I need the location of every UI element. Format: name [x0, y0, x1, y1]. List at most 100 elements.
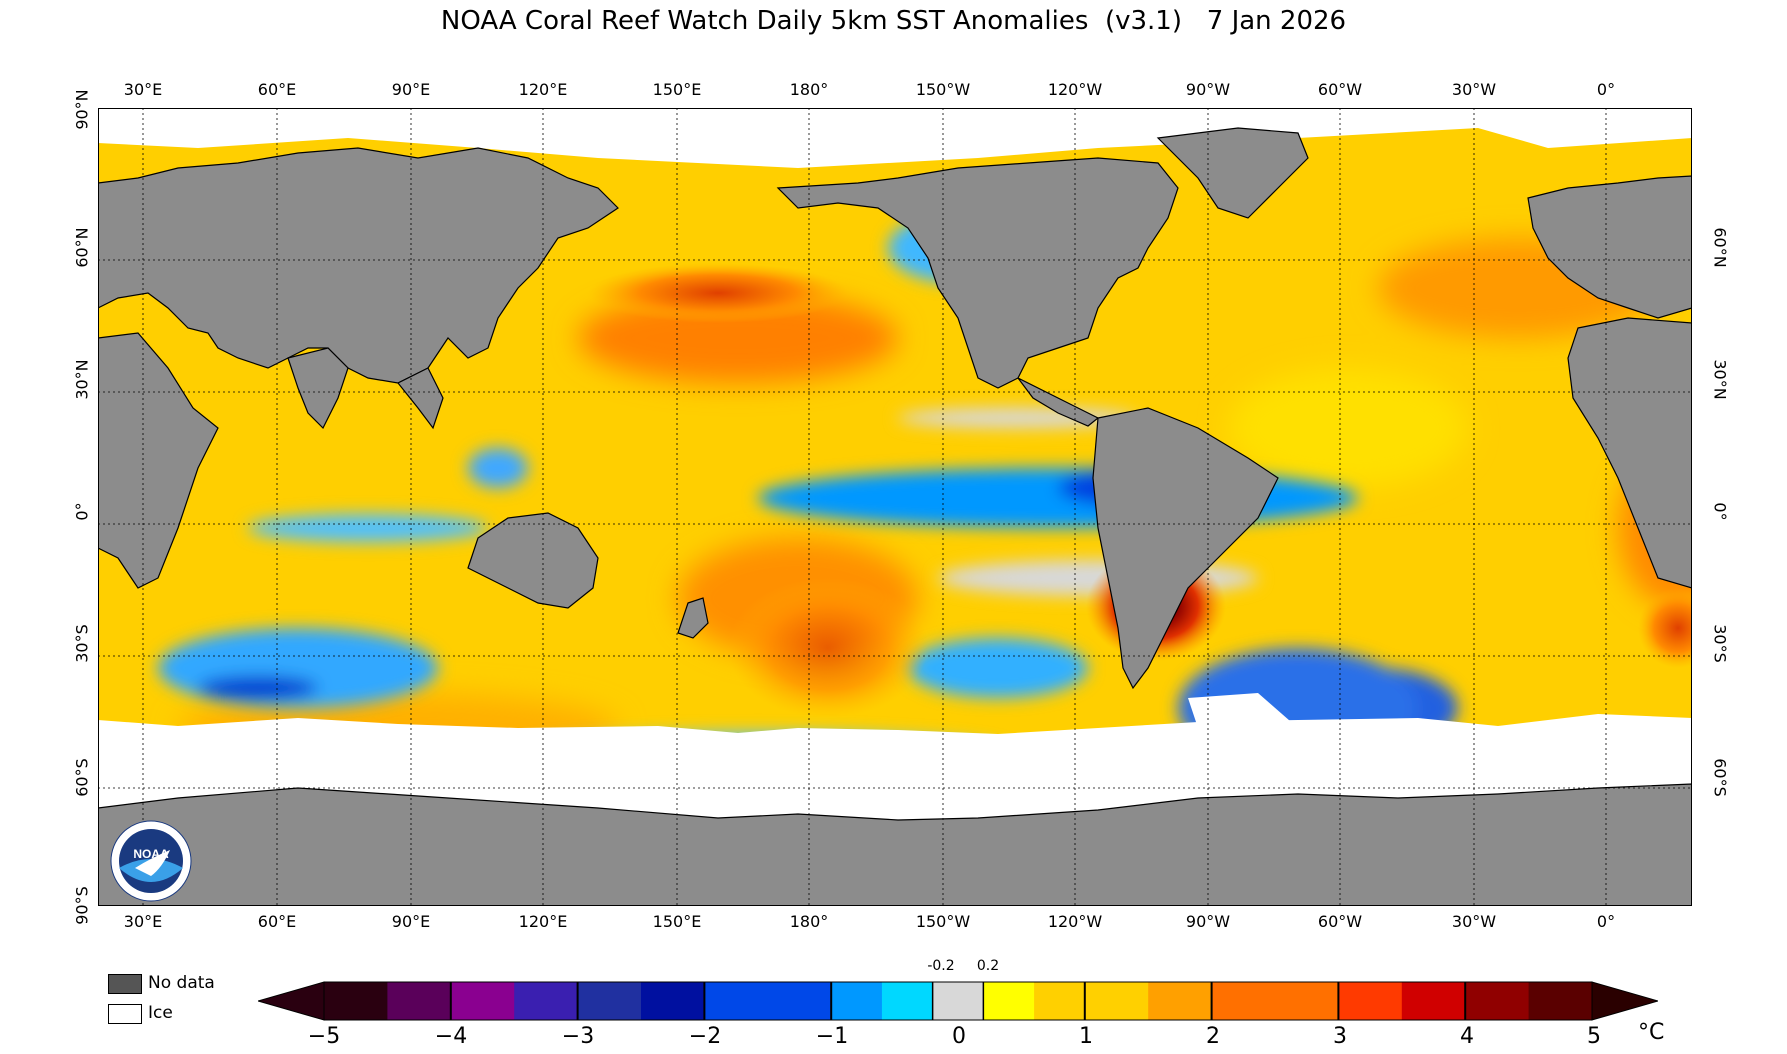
- land-europe: [1527, 175, 1692, 319]
- colorbar-cell: [881, 982, 934, 1020]
- land-eurasia: [98, 147, 619, 384]
- colorbar: [258, 981, 1658, 1021]
- land-central-america: [1017, 377, 1100, 427]
- colorbar-unit: °C: [1638, 1020, 1665, 1045]
- lon-label-top: 150°E: [652, 80, 702, 99]
- lon-label-bottom: 150°W: [915, 912, 971, 931]
- land-masses: [98, 127, 1692, 906]
- colorbar-cell: [1465, 982, 1530, 1020]
- lon-label-bottom: 90°W: [1185, 912, 1231, 931]
- lon-label-bottom: 30°W: [1451, 912, 1497, 931]
- colorbar-tick-label: 4: [1460, 1024, 1474, 1049]
- colorbar-tick-label: −4: [434, 1024, 468, 1049]
- colorbar-tick-label: 5: [1587, 1024, 1601, 1049]
- land-new-zealand: [677, 597, 709, 639]
- land-south-america: [1092, 407, 1279, 690]
- ice-label: Ice: [148, 1003, 173, 1023]
- lat-label-left: 30°S: [72, 624, 92, 663]
- lat-label-left: 90°S: [72, 886, 92, 925]
- lat-label-right: 0°: [1710, 502, 1730, 521]
- colorbar-cell: [324, 982, 388, 1020]
- colorbar-tick-label: −5: [307, 1024, 341, 1049]
- land-west-africa: [1567, 317, 1692, 589]
- lon-label-top: 120°W: [1047, 80, 1103, 99]
- map-border: [98, 108, 1692, 906]
- lat-label-left: 90°N: [72, 89, 92, 130]
- lon-label-bottom: 60°W: [1317, 912, 1363, 931]
- colorbar-cells: [324, 982, 1593, 1020]
- lon-label-top: 90°W: [1185, 80, 1231, 99]
- colorbar-cell: [1211, 982, 1276, 1020]
- colorbar-cell: [1148, 982, 1213, 1020]
- lon-label-bottom: 180°: [789, 912, 829, 931]
- lat-label-left: 60°S: [72, 758, 92, 797]
- lat-label-right: 60°S: [1710, 758, 1730, 797]
- colorbar-cell: [704, 982, 769, 1020]
- lon-label-bottom: 60°E: [257, 912, 297, 931]
- lat-label-right: 30°S: [1710, 624, 1730, 663]
- lon-label-top: 90°E: [391, 80, 431, 99]
- lon-label-top: 60°E: [257, 80, 297, 99]
- land-greenland: [1156, 127, 1309, 219]
- colorbar-frame: [323, 981, 1593, 1021]
- ice-swatch: [108, 1004, 142, 1024]
- colorbar-cell: [932, 982, 984, 1020]
- lon-label-bottom: 120°W: [1047, 912, 1103, 931]
- lat-label-left: 30°N: [72, 359, 92, 400]
- lon-label-top: 30°W: [1451, 80, 1497, 99]
- no-data-label: No data: [148, 973, 215, 993]
- sst-anomaly-map: [98, 108, 1692, 906]
- lon-label-top: 30°E: [123, 80, 163, 99]
- colorbar-high-arrow: [1591, 981, 1658, 1021]
- colorbar-cell: [983, 982, 1035, 1020]
- noaa-logo-text: NOAA: [133, 847, 169, 861]
- colorbar-dividers: [449, 982, 1467, 1020]
- lon-label-top: 0°: [1596, 80, 1616, 99]
- land-north-america: [776, 157, 1179, 389]
- lat-label-left: 0°: [72, 502, 92, 521]
- colorbar-cell: [450, 982, 515, 1020]
- colorbar-cell: [387, 982, 452, 1020]
- land-indochina: [397, 367, 444, 430]
- lon-label-bottom: 0°: [1596, 912, 1616, 931]
- lat-label-left: 60°N: [72, 227, 92, 268]
- colorbar-cell: [514, 982, 579, 1020]
- lon-label-bottom: 30°E: [123, 912, 163, 931]
- colorbar-tick-label: −3: [561, 1024, 595, 1049]
- lon-label-bottom: 90°E: [391, 912, 431, 931]
- map-canvas: [98, 108, 1692, 906]
- colorbar-low-arrow: [258, 981, 325, 1021]
- lon-label-top: 60°W: [1317, 80, 1363, 99]
- colorbar-tick-label: −1: [815, 1024, 849, 1049]
- colorbar-cell: [1401, 982, 1466, 1020]
- lon-label-bottom: 120°E: [518, 912, 568, 931]
- lat-label-right: 60°N: [1710, 227, 1730, 268]
- colorbar-cell: [767, 982, 832, 1020]
- lon-label-top: 120°E: [518, 80, 568, 99]
- colorbar-cell: [1528, 982, 1593, 1020]
- map-title: NOAA Coral Reef Watch Daily 5km SST Anom…: [440, 6, 1347, 36]
- lat-label-right: 30°N: [1710, 359, 1730, 400]
- lon-label-top: 180°: [789, 80, 829, 99]
- colorbar-cell: [641, 982, 705, 1020]
- land-antarctica: [98, 783, 1692, 906]
- lon-label-top: 150°W: [915, 80, 971, 99]
- noaa-logo: NOAA: [110, 820, 192, 902]
- colorbar-cell: [1338, 982, 1403, 1020]
- colorbar-cell: [1275, 982, 1339, 1020]
- colorbar-cell: [831, 982, 883, 1020]
- lon-label-bottom: 150°E: [652, 912, 702, 931]
- colorbar-tick-label: −2: [688, 1024, 722, 1049]
- colorbar-tick-label: 0: [952, 1024, 966, 1049]
- colorbar-small-label: -0.2: [927, 958, 955, 974]
- colorbar-tick-label: 3: [1333, 1024, 1347, 1049]
- colorbar-small-label: 0.2: [976, 958, 1000, 974]
- colorbar-cell: [577, 982, 642, 1020]
- colorbar-cell: [1034, 982, 1086, 1020]
- graticule: [98, 108, 1692, 906]
- colorbar-tick-label: 2: [1206, 1024, 1220, 1049]
- colorbar-cell: [1084, 982, 1149, 1020]
- land-australia: [467, 512, 599, 609]
- colorbar-tick-label: 1: [1079, 1024, 1093, 1049]
- no-data-swatch: [108, 974, 142, 994]
